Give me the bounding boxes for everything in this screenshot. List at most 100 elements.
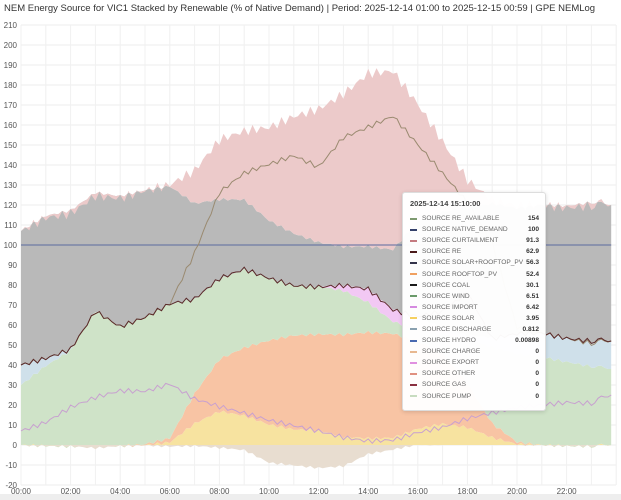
tooltip-row: SOURCE COAL 30.1 — [403, 280, 545, 291]
tooltip-row: SOURCE CHARGE 0 — [403, 346, 545, 357]
x-tick-label: 08:00 — [209, 487, 230, 496]
tooltip-label: SOURCE ROOFTOP_PV — [422, 270, 497, 278]
x-tick-label: 18:00 — [457, 487, 478, 496]
legend-swatch — [410, 284, 417, 287]
tooltip-label: SOURCE RE_AVAILABLE — [422, 215, 500, 223]
tooltip-label: SOURCE GAS — [422, 381, 466, 389]
tooltip-label: SOURCE EXPORT — [422, 359, 480, 367]
tooltip-row: SOURCE OTHER 0 — [403, 368, 545, 379]
y-tick-label: 100 — [4, 241, 18, 250]
tooltip-value: 3.95 — [526, 314, 539, 322]
tooltip-label: SOURCE HYDRO — [422, 337, 476, 345]
tooltip-row: SOURCE WIND 6.51 — [403, 291, 545, 302]
x-tick-label: 00:00 — [11, 487, 32, 496]
y-tick-label: 150 — [4, 141, 18, 150]
x-tick-label: 14:00 — [358, 487, 379, 496]
tooltip-value: 52.4 — [526, 270, 539, 278]
y-tick-label: -20 — [5, 481, 17, 490]
legend-swatch — [410, 250, 417, 253]
x-tick-label: 16:00 — [408, 487, 429, 496]
tooltip-row: SOURCE IMPORT 6.42 — [403, 302, 545, 313]
horizontal-scrollbar[interactable] — [0, 494, 621, 500]
hover-tooltip: 2025-12-14 15:10:00 SOURCE RE_AVAILABLE 1… — [402, 192, 546, 411]
tooltip-value: 0 — [535, 392, 539, 400]
legend-swatch — [410, 339, 417, 342]
tooltip-value: 6.51 — [526, 292, 539, 300]
legend-swatch — [410, 261, 417, 264]
tooltip-label: SOURCE CURTAILMENT — [422, 237, 499, 245]
tooltip-value: 0 — [535, 381, 539, 389]
x-tick-label: 10:00 — [259, 487, 280, 496]
legend-swatch — [410, 361, 417, 364]
tooltip-row: SOURCE SOLAR 3.95 — [403, 313, 545, 324]
legend-swatch — [410, 372, 417, 375]
y-tick-label: 40 — [8, 361, 17, 370]
y-tick-label: 70 — [8, 301, 17, 310]
legend-swatch — [410, 306, 417, 309]
y-tick-label: 60 — [8, 321, 17, 330]
tooltip-label: SOURCE OTHER — [422, 370, 476, 378]
legend-swatch — [410, 239, 417, 242]
tooltip-label: SOURCE CHARGE — [422, 348, 481, 356]
tooltip-label: SOURCE WIND — [422, 292, 470, 300]
y-tick-label: 210 — [4, 21, 18, 30]
tooltip-value: 0.00898 — [515, 337, 539, 345]
legend-swatch — [410, 295, 417, 298]
tooltip-value: 100 — [527, 226, 539, 234]
y-tick-label: 170 — [4, 101, 18, 110]
x-tick-label: 02:00 — [61, 487, 82, 496]
y-tick-label: 0 — [13, 441, 18, 450]
tooltip-label: SOURCE SOLAR+ROOFTOP_PV — [422, 259, 524, 267]
legend-swatch — [410, 383, 417, 386]
y-tick-label: 80 — [8, 281, 17, 290]
tooltip-label: SOURCE COAL — [422, 281, 470, 289]
area-source-solar — [21, 410, 612, 449]
tooltip-value: 91.3 — [526, 237, 539, 245]
y-tick-label: 140 — [4, 161, 18, 170]
area-charge — [21, 445, 612, 469]
y-tick-label: 180 — [4, 81, 18, 90]
tooltip-time: 2025-12-14 15:10:00 — [410, 199, 481, 208]
legend-swatch — [410, 328, 417, 331]
y-tick-label: 200 — [4, 41, 18, 50]
tooltip-row: SOURCE SOLAR+ROOFTOP_PV 56.3 — [403, 257, 545, 268]
y-tick-label: -10 — [5, 461, 17, 470]
tooltip-value: 154 — [527, 215, 539, 223]
y-tick-label: 190 — [4, 61, 18, 70]
tooltip-label: SOURCE PUMP — [422, 392, 472, 400]
tooltip-row: SOURCE DISCHARGE 0.812 — [403, 324, 545, 335]
legend-swatch — [410, 350, 417, 353]
tooltip-value: 0 — [535, 359, 539, 367]
x-tick-label: 22:00 — [557, 487, 578, 496]
tooltip-row: SOURCE NATIVE_DEMAND 100 — [403, 224, 545, 235]
tooltip-row: SOURCE PUMP 0 — [403, 391, 545, 402]
tooltip-label: SOURCE IMPORT — [422, 303, 478, 311]
x-tick-label: 12:00 — [309, 487, 330, 496]
tooltip-value: 56.3 — [526, 259, 539, 267]
tooltip-row: SOURCE CURTAILMENT 91.3 — [403, 235, 545, 246]
y-tick-label: 30 — [8, 381, 17, 390]
tooltip-value: 0.812 — [522, 325, 539, 333]
chart-title: NEM Energy Source for VIC1 Stacked by Re… — [4, 3, 596, 14]
y-tick-label: 120 — [4, 201, 18, 210]
tooltip-value: 62.9 — [526, 248, 539, 256]
x-tick-label: 20:00 — [507, 487, 528, 496]
area-source-wind — [21, 268, 612, 449]
legend-swatch — [410, 395, 417, 398]
tooltip-row: SOURCE HYDRO 0.00898 — [403, 335, 545, 346]
legend-swatch — [410, 228, 417, 231]
tooltip-label: SOURCE SOLAR — [422, 314, 475, 322]
y-tick-label: 90 — [8, 261, 17, 270]
tooltip-value: 30.1 — [526, 281, 539, 289]
tooltip-value: 0 — [535, 370, 539, 378]
tooltip-row: SOURCE RE_AVAILABLE 154 — [403, 213, 545, 224]
tooltip-label: SOURCE RE — [422, 248, 462, 256]
y-tick-label: 160 — [4, 121, 18, 130]
tooltip-value: 6.42 — [526, 303, 539, 311]
tooltip-label: SOURCE DISCHARGE — [422, 325, 492, 333]
y-tick-label: 110 — [4, 221, 17, 230]
tooltip-row: SOURCE EXPORT 0 — [403, 357, 545, 368]
legend-swatch — [410, 273, 417, 276]
tooltip-value: 0 — [535, 348, 539, 356]
legend-swatch — [410, 317, 417, 320]
